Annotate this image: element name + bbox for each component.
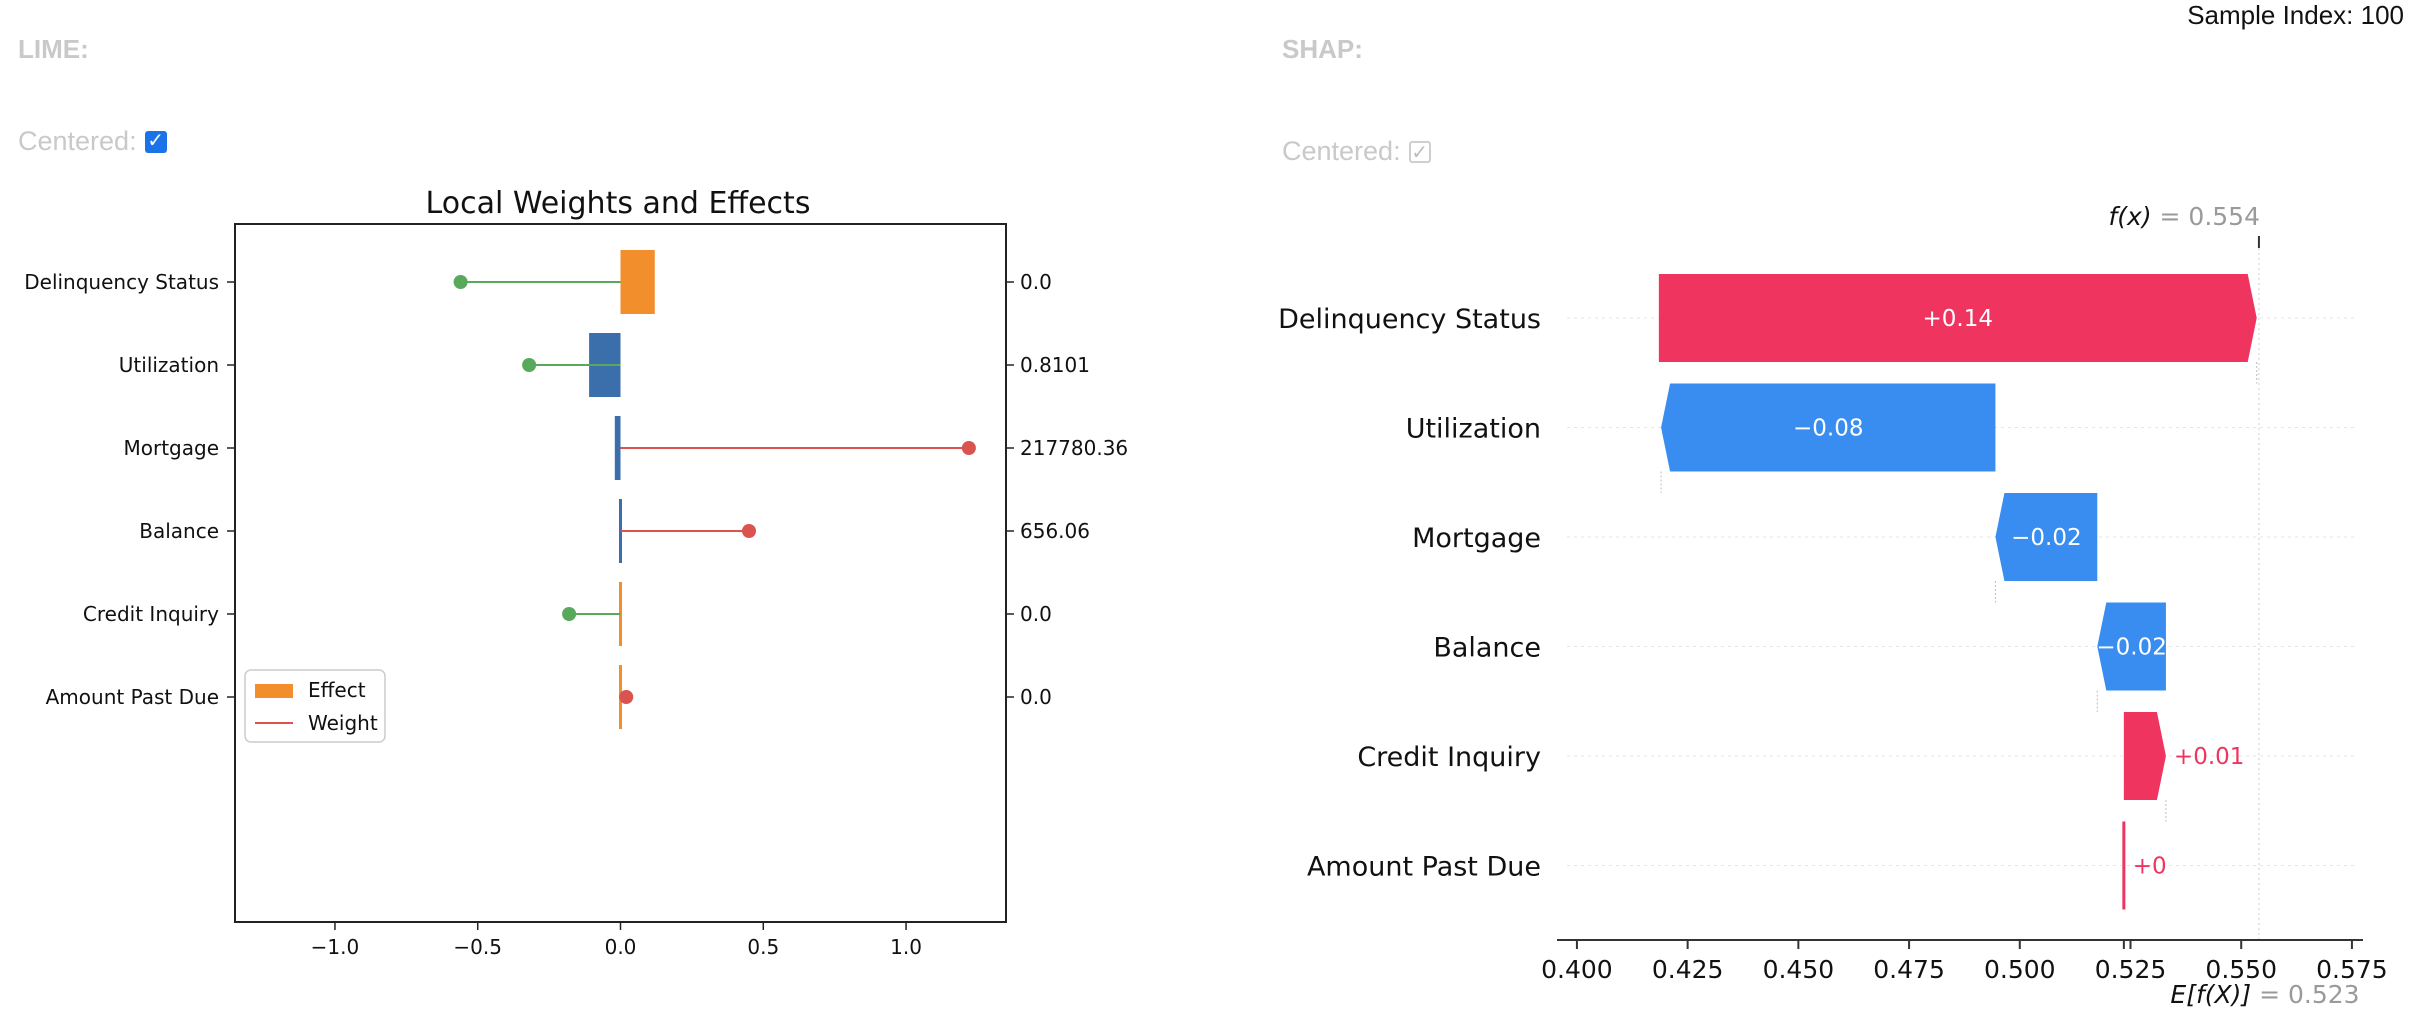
category-label: Amount Past Due [46,685,219,709]
x-tick-label: 0.500 [1984,955,2056,984]
feature-label: Amount Past Due [1307,852,1541,883]
effect-bar [620,250,655,314]
shap-value-label: +0.14 [1923,306,1993,332]
sample-index-label: Sample Index: 100 [2187,0,2404,30]
fx-name: f(x) [2108,202,2151,231]
lime-centered-checkbox[interactable]: ✓ [144,129,167,153]
feature-value-label: 0.0 [1020,685,1052,709]
shap-bar [1658,274,2257,362]
x-tick-label: 1.0 [890,935,922,959]
x-tick-label: 0.400 [1541,955,1613,984]
shap-centered-row: Centered: ✓ [1282,136,1431,167]
fx-label: f(x) = 0.554 [2108,202,2260,231]
feature-label: Mortgage [1412,523,1541,554]
check-icon: ✓ [1411,141,1428,164]
category-label: Credit Inquiry [83,602,219,626]
x-tick-label: 0.525 [2095,955,2167,984]
weight-point [562,607,577,621]
shap-bar [1661,383,1996,472]
feature-value-label: 0.0 [1020,270,1052,294]
effect-bar [614,416,621,480]
shap-value-label: −0.02 [2096,635,2166,661]
feature-label: Balance [1433,633,1541,664]
lime-legend: Effect Weight [244,669,386,743]
x-tick-label: 0.575 [2316,955,2388,984]
shap-bar [1995,493,2098,581]
legend-effect-swatch [255,684,293,698]
weight-point [961,441,976,455]
x-tick-label: 0.450 [1763,955,1835,984]
shap-value-label: +0.01 [2174,744,2244,770]
feature-label: Delinquency Status [1278,304,1541,335]
feature-label: Credit Inquiry [1357,742,1541,773]
lime-centered-label: Centered: [18,126,137,156]
shap-value-label: +0 [2133,854,2167,880]
shap-waterfall-chart: +0.14 Delinquency Status −0.08 Utilization −… [1278,202,2388,1009]
fx-value: = 0.554 [2160,202,2260,231]
shap-value-label: −0.08 [1793,416,1863,442]
shap-value-label: −0.02 [2011,525,2081,551]
shap-panel-label: SHAP: [1282,34,1363,64]
shap-centered-label: Centered: [1282,136,1401,166]
feature-value-label: 217780.36 [1020,436,1128,460]
shap-bar [2122,821,2126,910]
category-label: Balance [139,519,219,543]
weight-point [453,275,468,289]
ex-label: E[f(X)] = 0.523 [2170,980,2359,1009]
x-tick-label: 0.475 [1873,955,1945,984]
feature-value-label: 0.0 [1020,602,1052,626]
ex-name: E[f(X)] [2170,980,2251,1009]
lime-chart-title: Local Weights and Effects [426,186,811,221]
lime-chart: Local Weights and Effects Delinquency St… [24,186,1128,959]
weight-point [522,358,537,372]
category-label: Mortgage [123,436,219,460]
ex-value: = 0.523 [2259,980,2359,1009]
legend-effect-label: Effect [308,678,366,702]
feature-value-label: 656.06 [1020,519,1090,543]
x-tick-label: 0.0 [605,935,637,959]
shap-centered-checkbox[interactable]: ✓ [1408,140,1431,164]
x-tick-label: −1.0 [311,935,360,959]
legend-weight-label: Weight [308,711,378,735]
shap-bar [2097,602,2166,691]
lime-panel-label: LIME: [18,34,89,64]
check-icon: ✓ [147,129,164,152]
x-tick-label: 0.550 [2205,955,2277,984]
lime-plot-frame [234,223,1007,923]
category-label: Delinquency Status [24,270,219,294]
feature-value-label: 0.8101 [1020,353,1090,377]
lime-centered-row: Centered: ✓ [18,126,167,157]
weight-point [619,690,634,704]
weight-point [742,524,756,538]
x-tick-label: −0.5 [453,935,502,959]
category-label: Utilization [119,353,219,377]
x-tick-label: 0.425 [1652,955,1724,984]
x-tick-label: 0.5 [747,935,779,959]
shap-bar [2123,712,2166,800]
feature-label: Utilization [1406,414,1541,445]
